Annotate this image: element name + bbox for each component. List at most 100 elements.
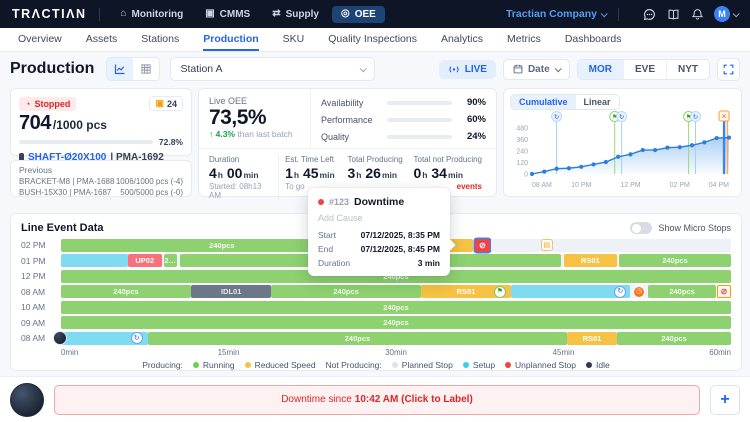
event-segment-run[interactable]: 240pcs	[148, 331, 567, 345]
sync-marker-icon[interactable]	[551, 111, 563, 122]
cmms-icon: ▣	[205, 8, 215, 19]
event-segment-idle[interactable]: IDL01	[190, 285, 272, 298]
alarm-event-icon[interactable]: ◷	[633, 285, 646, 298]
tab-quality-inspections[interactable]: Quality Inspections	[328, 32, 417, 45]
event-segment-run[interactable]: 240pcs	[61, 238, 383, 252]
event-segment-run[interactable]: 240pcs	[619, 254, 731, 267]
chart-view-button[interactable]	[107, 58, 134, 80]
user-menu[interactable]: M	[714, 6, 740, 22]
operator-avatar[interactable]	[53, 331, 67, 345]
event-segment-setup[interactable]	[61, 254, 128, 267]
target-count: /1000 pcs	[52, 118, 107, 132]
shift-nyt[interactable]: NYT	[666, 59, 709, 79]
gantt-track: 240pcs	[61, 300, 731, 314]
data-point	[714, 135, 719, 141]
gantt-track: 240pcs IDL01 240pcs RS01 240pcs ⊘ ⚑ ↻ ◷	[61, 285, 731, 298]
add-button[interactable]: +	[710, 384, 740, 415]
order-number: PMA-1692	[115, 152, 164, 163]
svg-text:↻: ↻	[619, 114, 625, 121]
event-segment-slow[interactable]: RS01	[563, 254, 618, 267]
view-toggle	[106, 57, 161, 81]
event-segment-run[interactable]: 240pcs	[61, 269, 731, 283]
gantt-row: 01 PM UP02 2… RS01 240pcs	[21, 254, 731, 267]
event-segment-unplanned[interactable]: UP02	[128, 254, 162, 267]
tab-metrics[interactable]: Metrics	[506, 32, 541, 45]
events-link[interactable]: events	[456, 182, 482, 191]
shift-eve[interactable]: EVE	[622, 59, 666, 79]
legend-group-label: Producing:	[142, 359, 183, 370]
tab-assets[interactable]: Assets	[85, 32, 118, 45]
chat-icon[interactable]	[643, 8, 656, 21]
event-segment-run[interactable]: 240pcs	[61, 300, 731, 314]
event-segment-run[interactable]: 240pcs	[61, 316, 731, 329]
add-cause-link[interactable]: Add Cause	[318, 213, 363, 223]
tab-analytics[interactable]: Analytics	[440, 32, 483, 45]
tab-overview[interactable]: Overview	[18, 32, 62, 45]
supply-icon: ⇄	[272, 8, 281, 19]
x-tick-label: 10 PM	[571, 182, 591, 189]
fullscreen-button[interactable]	[717, 57, 740, 81]
event-segment-setup[interactable]	[61, 331, 149, 345]
assistant-avatar[interactable]	[10, 382, 44, 417]
axis-tick-label: 60min	[709, 347, 731, 357]
topnav-monitoring[interactable]: ⌂ Monitoring	[120, 8, 184, 20]
sync-event-icon[interactable]: ↻	[614, 285, 627, 298]
tab-sku[interactable]: SKU	[282, 32, 305, 45]
tractian-logo[interactable]: TRΛCTIΛN	[12, 7, 87, 21]
shift-mor[interactable]: MOR	[577, 59, 623, 79]
company-selector[interactable]: Tractian Company	[506, 8, 608, 20]
date-picker-button[interactable]: Date	[502, 58, 570, 80]
gantt-row: 09 AM 240pcs	[21, 316, 731, 329]
tab-stations[interactable]: Stations	[141, 32, 180, 45]
data-point	[554, 166, 559, 171]
duration-metric-total-producing: Total Producing 3h 26min	[347, 155, 403, 181]
event-segment-run[interactable]: 240pcs	[271, 285, 421, 298]
event-segment-stop[interactable]: ⊘	[475, 238, 490, 252]
topnav-cmms[interactable]: ▣ CMMS	[205, 8, 251, 20]
event-segment-slow[interactable]: RS01	[566, 331, 618, 345]
event-segment-slow[interactable]: RS01	[420, 285, 512, 298]
gantt-time-axis: 0min 15min 30min 45min 60min	[61, 348, 731, 359]
event-segment-setup[interactable]	[511, 285, 631, 298]
chart-mode-linear[interactable]: Linear	[575, 95, 619, 109]
event-segment-stop2[interactable]: ⊘	[716, 285, 731, 298]
downtime-banner[interactable]: Downtime since 10:42 AM (Click to Label)	[54, 384, 700, 415]
svg-text:⚑: ⚑	[686, 113, 692, 121]
micro-stop-marker-icon[interactable]	[718, 110, 730, 122]
gantt-row: 12 PM 240pcs	[21, 269, 731, 283]
event-segment-run[interactable]: 2…	[163, 254, 177, 267]
knowledge-book-icon[interactable]	[667, 8, 680, 21]
event-segment-run[interactable]: 240pcs	[617, 331, 731, 345]
event-segment-future[interactable]	[491, 238, 731, 252]
bell-icon[interactable]	[691, 8, 704, 21]
part-icon	[19, 152, 24, 163]
chevron-down-icon	[732, 9, 740, 17]
data-point	[665, 145, 670, 150]
legend-dot	[462, 361, 469, 368]
station-select[interactable]: Station A	[170, 57, 376, 81]
production-chart-card: Cumulative Linear ↻ ⚑ ↻ ⚑ ↻ ✕ 0 120 240 360 480 08 A…	[503, 88, 742, 197]
event-segment-run[interactable]: 240pcs	[61, 285, 191, 298]
tab-production[interactable]: Production	[203, 28, 259, 51]
data-point	[603, 159, 608, 165]
grid-icon	[141, 64, 152, 74]
topnav-supply[interactable]: ⇄ Supply	[272, 8, 319, 20]
topnav-oee[interactable]: ◎ OEE	[331, 5, 385, 23]
part-link[interactable]: SHAFT-Ø20X100	[28, 152, 107, 163]
sync-event-icon[interactable]: ↻	[130, 332, 143, 344]
batch-count-chip[interactable]: ▣ 24	[149, 96, 183, 111]
legend-dot	[586, 361, 593, 368]
legend-dot	[391, 361, 398, 368]
data-point	[566, 166, 572, 171]
table-view-button[interactable]	[133, 58, 160, 80]
tab-dashboards[interactable]: Dashboards	[564, 32, 622, 45]
show-micro-stops-toggle[interactable]	[630, 222, 653, 234]
sync-marker-icon[interactable]	[616, 111, 628, 122]
live-button[interactable]: LIVE	[438, 59, 496, 79]
sync-marker-icon[interactable]	[690, 111, 702, 122]
event-segment-run[interactable]: 240pcs	[647, 285, 717, 298]
data-point	[702, 140, 707, 145]
cal-event-icon[interactable]: ▤	[540, 239, 553, 251]
chart-mode-cumulative[interactable]: Cumulative	[511, 95, 576, 109]
flag-event-icon[interactable]: ⚑	[493, 285, 506, 298]
